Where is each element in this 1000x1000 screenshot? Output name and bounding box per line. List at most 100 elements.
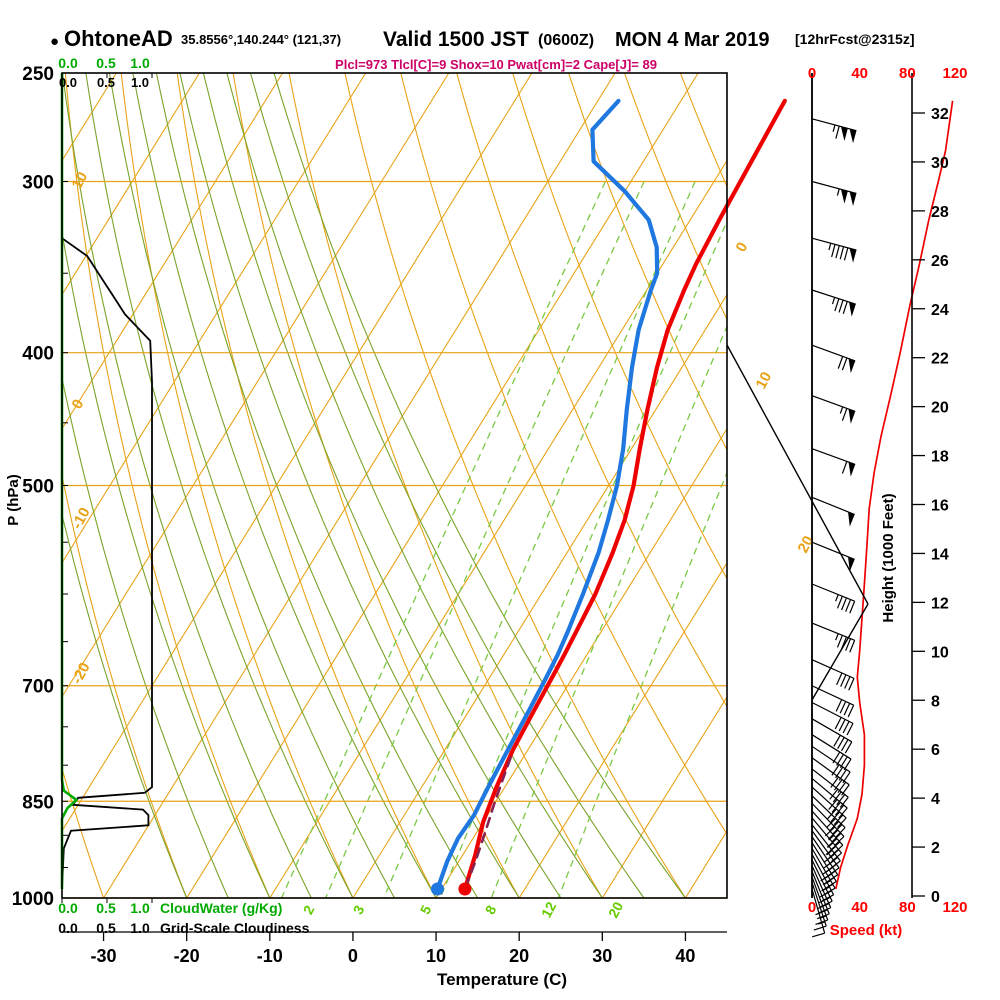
sounding-curve-temperature	[462, 98, 787, 892]
wind-barb	[811, 659, 855, 691]
pressure-tick-label: 700	[22, 677, 54, 698]
isotherm-label-left: 0	[69, 397, 88, 412]
wind-barb	[811, 496, 855, 527]
cloudwater-tick-bottom: 0.0	[58, 900, 78, 916]
cloudiness-tick-bottom: 0.5	[96, 920, 116, 936]
dry-adiabat	[568, 73, 727, 452]
temperature-tick-label: 30	[592, 946, 612, 966]
height-tick-label: 20	[931, 400, 949, 417]
temperature-tick-label: 20	[509, 946, 529, 966]
speed-tick-label-bottom: 120	[942, 899, 967, 916]
isotherm-label-right: 0	[733, 240, 752, 255]
cloudiness-profile	[61, 73, 153, 890]
speed-tick-label-top: 120	[942, 65, 967, 82]
height-tick-label: 24	[931, 302, 949, 319]
wind-barb	[811, 718, 853, 754]
mixing-ratio-line	[490, 324, 727, 898]
cloudiness-tick-bottom: 1.0	[130, 920, 150, 936]
wind-barb	[811, 701, 854, 736]
dry-adiabat	[456, 73, 727, 708]
speed-tick-label-top: 80	[899, 65, 916, 82]
sounding-curve-dewpoint	[435, 98, 660, 892]
mixing-ratio-label: 20	[605, 899, 627, 920]
moist-adiabat	[85, 73, 354, 898]
isotherm-label-right: 10	[753, 369, 776, 392]
dry-adiabat	[232, 73, 520, 898]
height-tick-label: 6	[931, 742, 940, 759]
wind-barb	[811, 180, 857, 206]
moist-adiabat	[226, 73, 603, 898]
utc-time: (0600Z)	[538, 32, 594, 49]
dry-adiabat	[679, 73, 727, 188]
height-tick-label: 32	[931, 106, 949, 123]
moist-adiabat	[62, 229, 271, 898]
wind-barb	[811, 777, 848, 819]
wind-barb	[811, 745, 851, 784]
wind-barb	[811, 289, 856, 317]
dry-adiabat	[848, 73, 1000, 531]
station-bullet-icon: ●	[50, 33, 59, 50]
height-tick-label: 18	[931, 449, 949, 466]
dry-adiabat	[344, 73, 686, 898]
temperature-tick-label: 0	[348, 946, 358, 966]
temperature-tick-label: 40	[675, 946, 695, 966]
moist-adiabat	[273, 73, 686, 898]
valid-date: MON 4 Mar 2019	[615, 29, 770, 51]
cloudwater-axis-label: CloudWater (g/Kg)	[160, 900, 282, 916]
speed-axis-label: Speed (kt)	[830, 922, 903, 939]
temperature-tick-label: 10	[426, 946, 446, 966]
wind-barb	[811, 395, 856, 424]
height-tick-label: 14	[931, 546, 949, 563]
dry-adiabat	[62, 473, 188, 898]
dry-adiabat	[176, 73, 437, 898]
wind-barb	[811, 888, 826, 938]
dry-adiabat	[512, 73, 727, 580]
pressure-tick-label: 400	[22, 344, 54, 365]
cloudwater-tick-top: 1.0	[130, 55, 150, 71]
height-tick-label: 0	[931, 889, 940, 906]
cloudiness-tick-top: 1.0	[131, 75, 149, 90]
skew-boundary-line-2	[811, 603, 869, 701]
height-tick-label: 8	[931, 693, 940, 710]
wind-barb	[811, 448, 856, 477]
wind-barb	[811, 786, 847, 828]
derived-parameters: Plcl=973 Tlcl[C]=9 Shox=10 Pwat[cm]=2 Ca…	[335, 57, 657, 72]
mixing-ratio-label: 2	[300, 902, 318, 917]
station-coordinates: 35.8556°,140.244° (121,37)	[181, 32, 341, 47]
sounding-curve-parcel	[463, 756, 512, 891]
height-tick-label: 30	[931, 155, 949, 172]
dry-adiabat-lines	[62, 73, 1000, 898]
surface-temperature-marker	[458, 882, 472, 896]
isobar-lines	[62, 180, 727, 899]
pressure-tick-label: 300	[22, 173, 54, 194]
dry-adiabat	[400, 73, 727, 836]
mixing-ratio-label: 12	[538, 899, 560, 920]
isotherm-line	[62, 73, 284, 430]
isotherm-label-right: 20	[795, 533, 818, 556]
wind-barb	[811, 768, 849, 808]
pressure-tick-label: 500	[22, 477, 54, 498]
cloudiness-axis-label: Grid-Scale Cloudiness	[160, 920, 310, 936]
dry-adiabat	[64, 73, 271, 898]
valid-time: Valid 1500 JST	[383, 28, 529, 51]
moist-adiabat	[202, 73, 562, 898]
mixing-ratio-line	[325, 181, 645, 898]
dry-adiabat	[62, 766, 105, 898]
moist-adiabat	[62, 512, 188, 898]
plot-frame	[61, 72, 728, 899]
cloudiness-tick-bottom: 0.0	[58, 920, 78, 936]
pressure-tick-label: 250	[22, 64, 54, 85]
wind-barb	[811, 541, 855, 572]
mixing-ratio-line	[439, 219, 727, 898]
speed-tick-label-bottom: 80	[899, 899, 916, 916]
temperature-tick-label: -20	[174, 946, 200, 966]
speed-tick-label-bottom: 0	[808, 899, 816, 916]
mixing-ratio-lines	[281, 181, 727, 898]
isotherm-label-left: 10	[69, 169, 92, 192]
isotherm-label-left: -10	[69, 505, 94, 532]
height-tick-label: 10	[931, 644, 949, 661]
cloudwater-tick-bottom: 0.5	[96, 900, 116, 916]
moist-adiabat	[155, 73, 479, 898]
mixing-ratio-line	[557, 471, 727, 898]
